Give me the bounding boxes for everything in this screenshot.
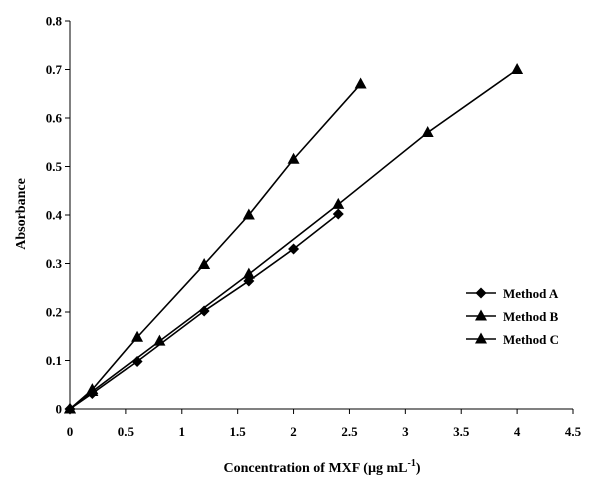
x-tick-label: 2.5	[341, 424, 358, 439]
legend-marker	[475, 287, 487, 299]
y-tick-label: 0.6	[46, 111, 63, 126]
x-tick-label: 1.5	[230, 424, 247, 439]
data-point	[287, 152, 300, 164]
series-1	[64, 208, 344, 415]
x-tick-label: 0.5	[118, 424, 135, 439]
y-tick-label: 0.8	[46, 14, 63, 29]
data-point	[511, 63, 524, 74]
legend-entry: Method A	[466, 286, 559, 301]
y-tick-label: 0.7	[46, 62, 63, 77]
series-layer	[64, 63, 524, 415]
legend-label: Method C	[503, 332, 559, 347]
legend-label: Method A	[503, 286, 559, 301]
series-3	[64, 77, 367, 414]
y-tick-label: 0.1	[46, 353, 62, 368]
data-point	[153, 334, 166, 346]
series-line	[69, 83, 362, 410]
data-point	[288, 243, 300, 255]
y-tick-label: 0.2	[46, 305, 62, 320]
x-tick-label: 4	[514, 424, 521, 439]
data-point	[131, 330, 144, 342]
legend-marker	[475, 332, 487, 344]
series-line	[69, 68, 518, 410]
data-point	[198, 257, 211, 269]
legend-label: Method B	[503, 309, 559, 324]
x-tick-label: 2	[290, 424, 297, 439]
y-axis-title: Absorbance	[14, 178, 29, 250]
x-tick-label: 1	[179, 424, 186, 439]
y-tick-label: 0	[56, 402, 63, 417]
x-tick-label: 3.5	[453, 424, 470, 439]
data-point	[131, 355, 143, 367]
y-tick-label: 0.4	[46, 208, 63, 223]
y-tick-label: 0.3	[46, 256, 63, 271]
data-point	[242, 208, 255, 220]
x-tick-label: 0	[67, 424, 74, 439]
legend: Method A Method B Method C	[466, 286, 559, 347]
series-2	[64, 63, 524, 414]
axes: 0 0.1 0.2 0.3 0.4 0.5 0.6 0.7 0.8 0 0.5 1 1.5 2 2.5 3 3.…	[46, 14, 582, 440]
data-point	[354, 77, 367, 89]
data-point	[332, 208, 344, 220]
data-point	[332, 197, 345, 209]
legend-marker	[475, 309, 487, 321]
x-tick-label: 4.5	[565, 424, 582, 439]
x-tick-label: 3	[402, 424, 409, 439]
x-axis-title: Concentration of MXF (µg mL-1)	[223, 458, 420, 476]
legend-entry: Method C	[466, 332, 559, 347]
data-point	[242, 267, 255, 279]
data-point	[64, 402, 76, 414]
data-point	[198, 305, 210, 317]
legend-entry: Method B	[466, 309, 559, 324]
data-point	[421, 126, 434, 138]
data-point	[86, 383, 99, 395]
y-tick-label: 0.5	[46, 159, 63, 174]
